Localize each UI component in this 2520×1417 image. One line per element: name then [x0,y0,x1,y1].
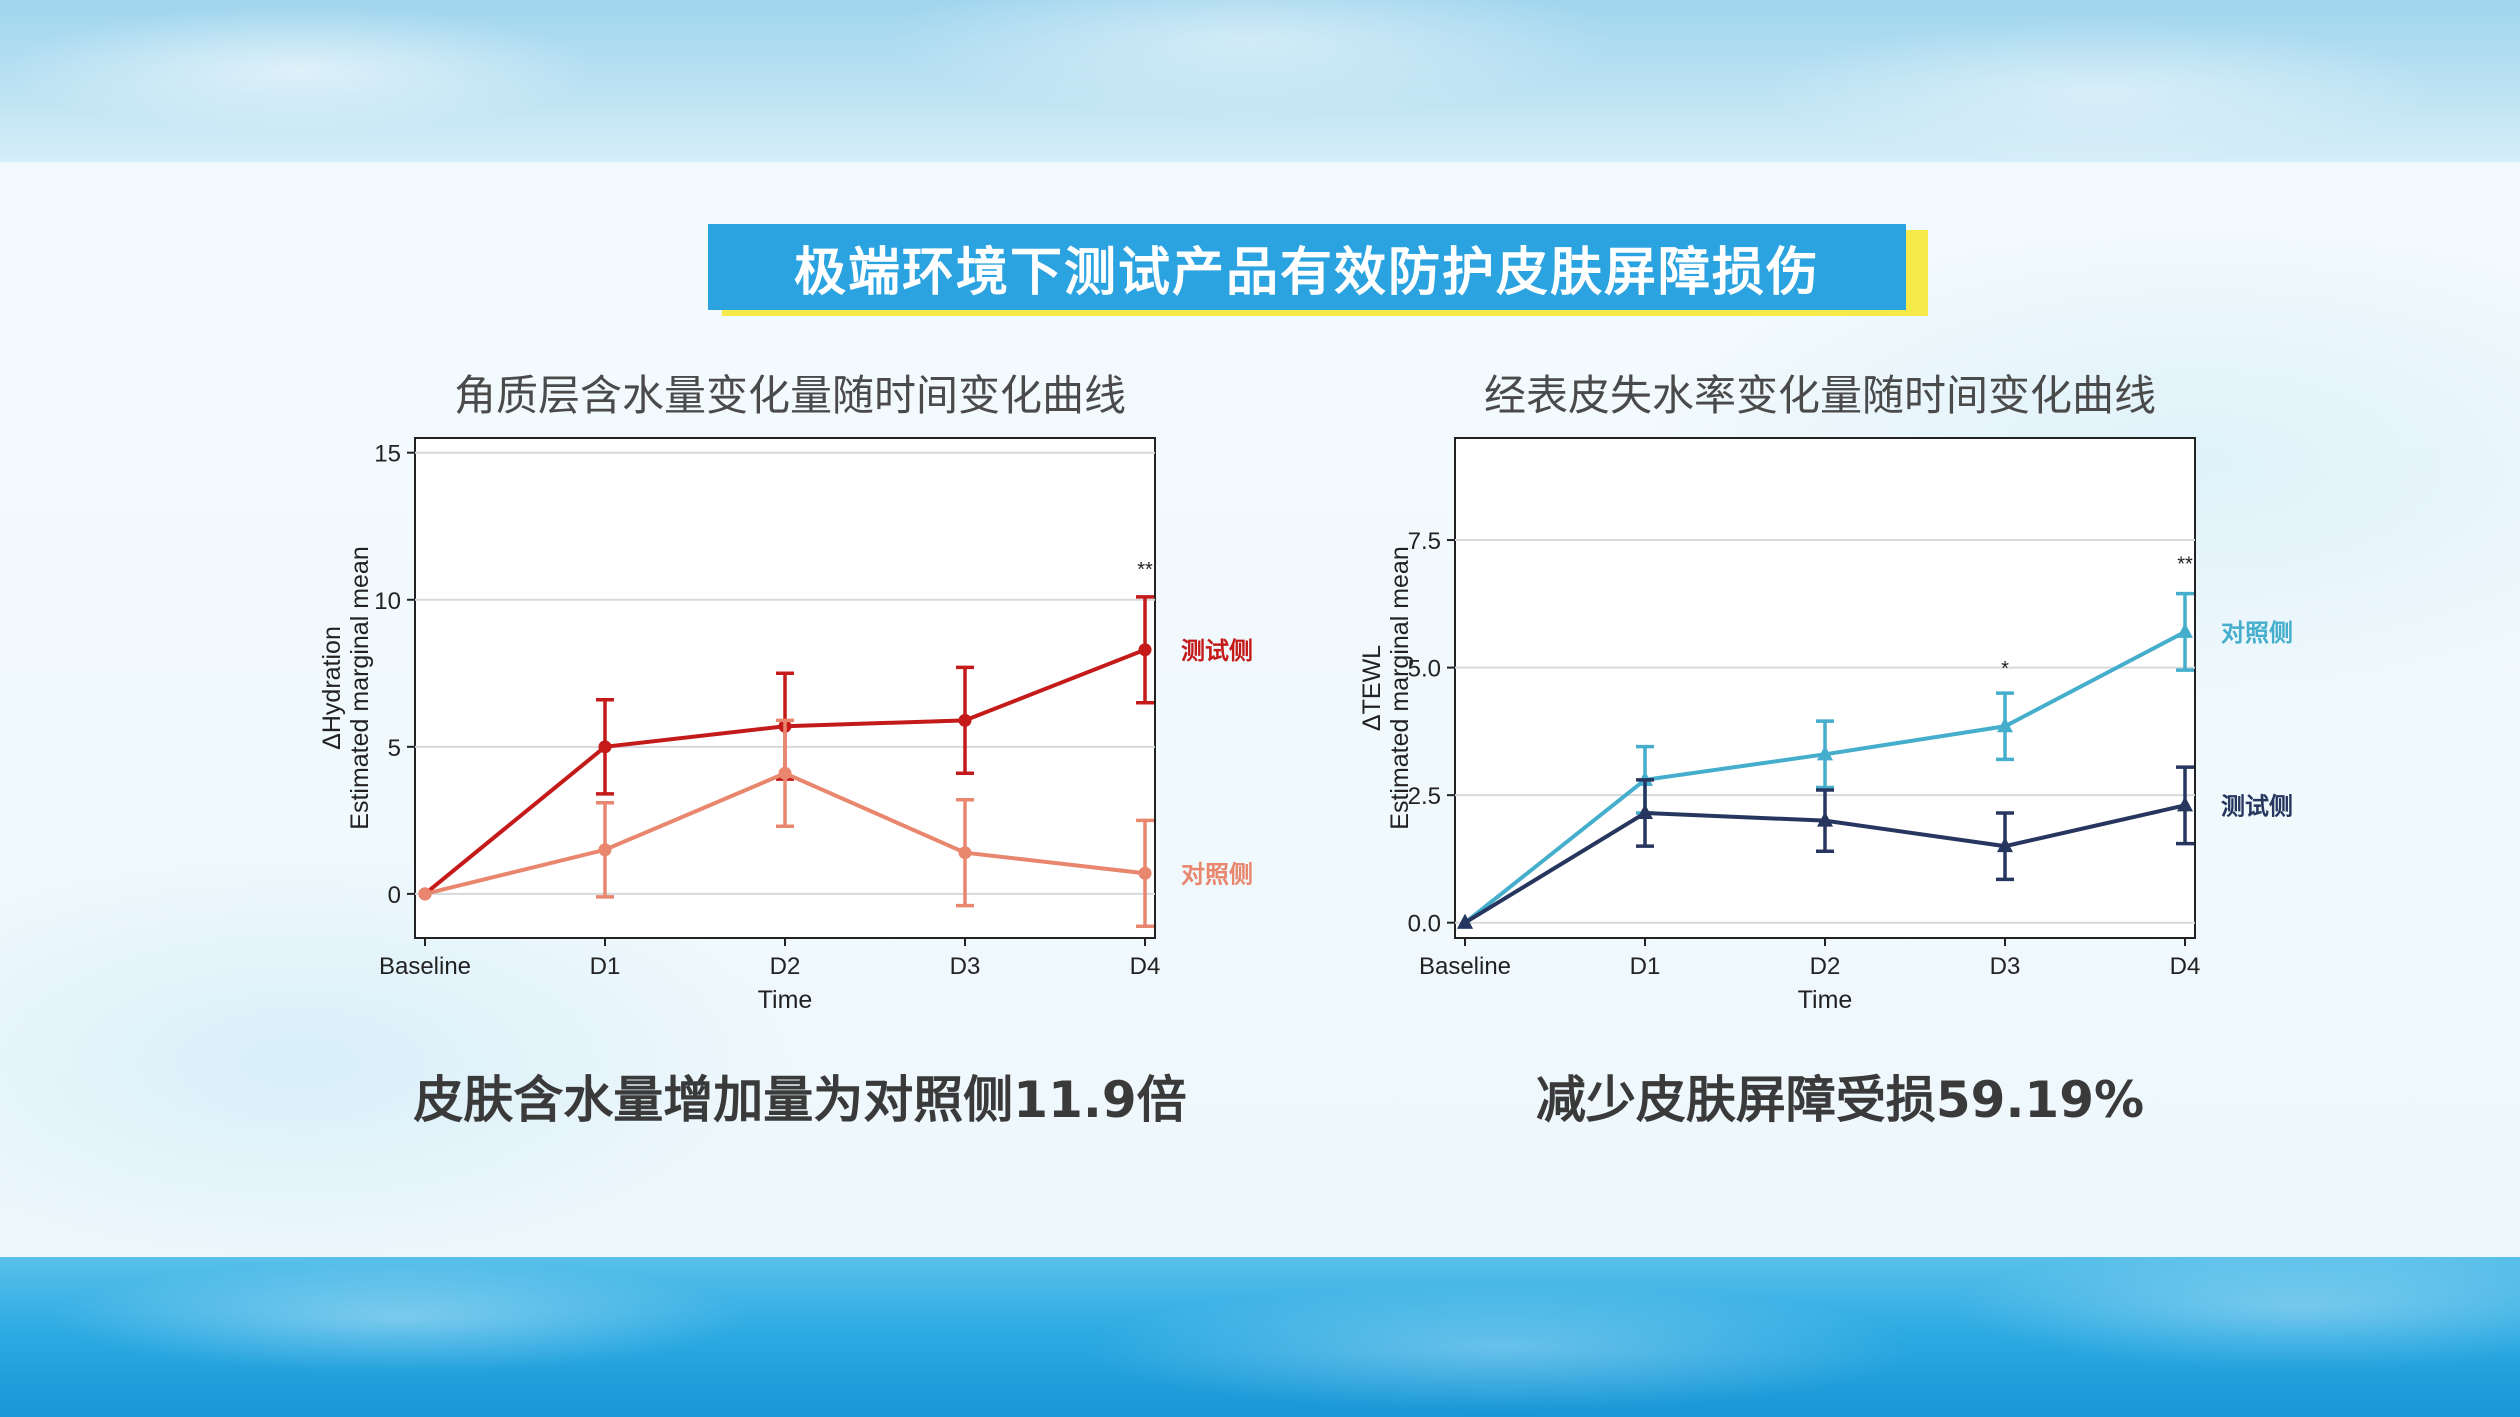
series-2 [418,718,1154,928]
data-point [1138,866,1152,880]
series-label: 测试侧 [1181,637,1253,665]
data-point [418,887,432,901]
significance-marker: ** [2177,554,2193,576]
tewl-chart: 0.0 2.5 5.0 7.5 Baseline D1 D2 D3 D4 Time ΔTEWL Est… [1358,437,2293,1014]
bottom-water-band [0,1257,2520,1417]
y-tick-label: 10 [374,588,401,615]
significance-marker: ** [1137,559,1153,581]
series-label: 测试侧 [2221,792,2293,820]
x-axis-title: Time [758,986,813,1014]
y-axis-subtitle: Estimated marginal mean [1386,546,1414,829]
page-title-banner: 极端环境下测试产品有效防护皮肤屏障损伤 [708,224,1906,310]
left-chart-title: 角质层含水量变化量随时间变化曲线 [453,371,1126,420]
data-point [2177,796,2193,812]
x-tick-label: D2 [1810,953,1841,980]
data-point [1138,643,1152,657]
data-point [778,766,792,780]
right-summary: 减少皮肤屏障受损59.19% [1535,1071,2145,1129]
hydration-chart: 0 5 10 15 Baseline D1 D2 D3 D4 Time ΔHydration Esti… [318,437,1253,1014]
y-tick-label: 2.5 [1408,783,1441,810]
x-tick-label: D1 [1630,953,1661,980]
data-point [1997,837,2013,853]
y-tick-label: 0.0 [1408,911,1441,938]
x-tick-label: D2 [770,953,801,980]
y-tick-label: 7.5 [1408,528,1441,555]
right-chart-title: 经表皮失水率变化量随时间变化曲线 [1483,371,2156,420]
y-tick-label: 15 [374,441,401,468]
data-point [1817,745,1833,761]
series-label: 对照侧 [1181,860,1253,888]
x-tick-label: D4 [1130,953,1161,980]
y-tick-label: 0 [388,882,401,909]
series-2 [1457,765,2194,929]
data-point [598,843,612,857]
data-point [958,846,972,860]
x-tick-label: Baseline [379,953,471,980]
data-point [1817,811,1833,827]
y-axis-subtitle: Estimated marginal mean [346,546,374,829]
x-tick-label: D1 [590,953,621,980]
x-tick-label: D3 [1990,953,2021,980]
y-tick-label: 5.0 [1408,656,1441,683]
x-axis-title: Time [1798,986,1853,1014]
left-summary: 皮肤含水量增加量为对照侧11.9倍 [413,1071,1187,1129]
x-tick-label: D3 [950,953,981,980]
x-tick-label: Baseline [1419,953,1511,980]
data-point [1997,717,2013,733]
y-tick-label: 5 [388,735,401,762]
series-label: 对照侧 [2221,619,2293,647]
data-point [1637,804,1653,819]
data-point [958,713,972,727]
y-axis-title: ΔHydration [318,626,346,750]
data-point [598,740,612,754]
data-point [1457,913,1473,929]
data-point [2177,622,2193,638]
y-axis-title: ΔTEWL [1358,645,1386,731]
significance-marker: * [2001,658,2009,680]
top-water-band [0,0,2520,162]
x-tick-label: D4 [2170,953,2201,980]
